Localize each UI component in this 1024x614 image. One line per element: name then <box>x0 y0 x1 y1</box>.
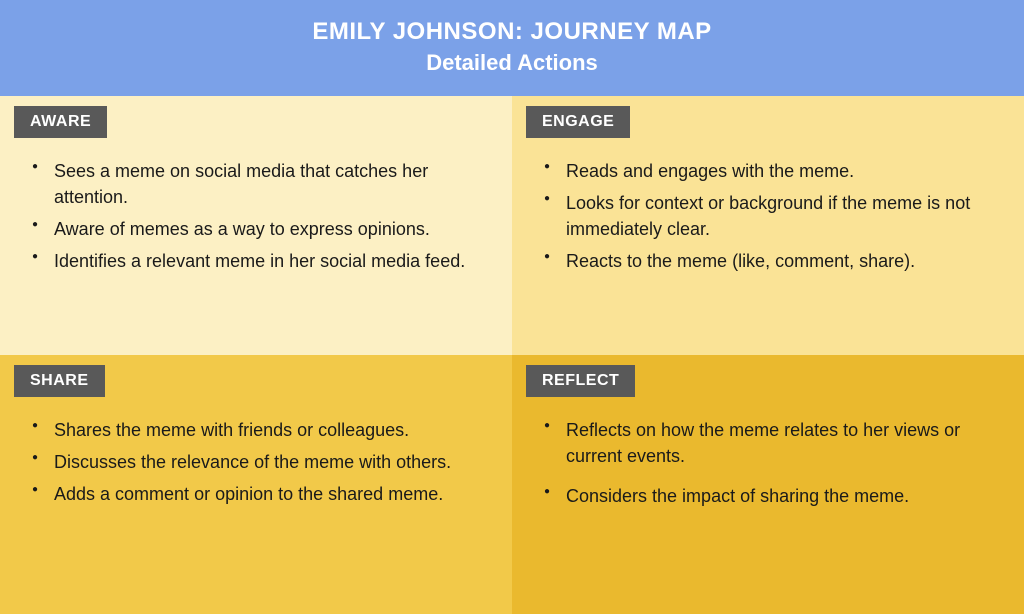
quadrant-content: Sees a meme on social media that catches… <box>0 138 512 355</box>
tab-row: SHARE <box>0 355 512 397</box>
quadrant-grid: AWARE Sees a meme on social media that c… <box>0 96 1024 614</box>
header-title: EMILY JOHNSON: JOURNEY MAP <box>0 18 1024 46</box>
tab-row: ENGAGE <box>512 96 1024 138</box>
quadrant-content: Reflects on how the meme relates to her … <box>512 397 1024 614</box>
quadrant-content: Shares the meme with friends or colleagu… <box>0 397 512 614</box>
stage-tab-share: SHARE <box>14 365 105 397</box>
quadrant-content: Reads and engages with the meme. Looks f… <box>512 138 1024 355</box>
quadrant-share: SHARE Shares the meme with friends or co… <box>0 355 512 614</box>
quadrant-aware: AWARE Sees a meme on social media that c… <box>0 96 512 355</box>
stage-tab-engage: ENGAGE <box>526 106 630 138</box>
action-list: Shares the meme with friends or colleagu… <box>30 417 482 507</box>
list-item: Shares the meme with friends or colleagu… <box>30 417 482 443</box>
list-item: Identifies a relevant meme in her social… <box>30 248 482 274</box>
stage-tab-reflect: REFLECT <box>526 365 635 397</box>
list-item: Reads and engages with the meme. <box>542 158 994 184</box>
list-item: Reflects on how the meme relates to her … <box>542 417 994 469</box>
list-item: Aware of memes as a way to express opini… <box>30 216 482 242</box>
list-item: Discusses the relevance of the meme with… <box>30 449 482 475</box>
header-subtitle: Detailed Actions <box>0 50 1024 76</box>
action-list: Reflects on how the meme relates to her … <box>542 417 994 509</box>
action-list: Sees a meme on social media that catches… <box>30 158 482 274</box>
tab-row: REFLECT <box>512 355 1024 397</box>
list-item: Looks for context or background if the m… <box>542 190 994 242</box>
action-list: Reads and engages with the meme. Looks f… <box>542 158 994 274</box>
tab-row: AWARE <box>0 96 512 138</box>
quadrant-engage: ENGAGE Reads and engages with the meme. … <box>512 96 1024 355</box>
list-item: Considers the impact of sharing the meme… <box>542 483 994 509</box>
quadrant-reflect: REFLECT Reflects on how the meme relates… <box>512 355 1024 614</box>
header: EMILY JOHNSON: JOURNEY MAP Detailed Acti… <box>0 0 1024 96</box>
journey-map-container: EMILY JOHNSON: JOURNEY MAP Detailed Acti… <box>0 0 1024 614</box>
list-item: Sees a meme on social media that catches… <box>30 158 482 210</box>
list-item: Reacts to the meme (like, comment, share… <box>542 248 994 274</box>
list-item: Adds a comment or opinion to the shared … <box>30 481 482 507</box>
stage-tab-aware: AWARE <box>14 106 107 138</box>
